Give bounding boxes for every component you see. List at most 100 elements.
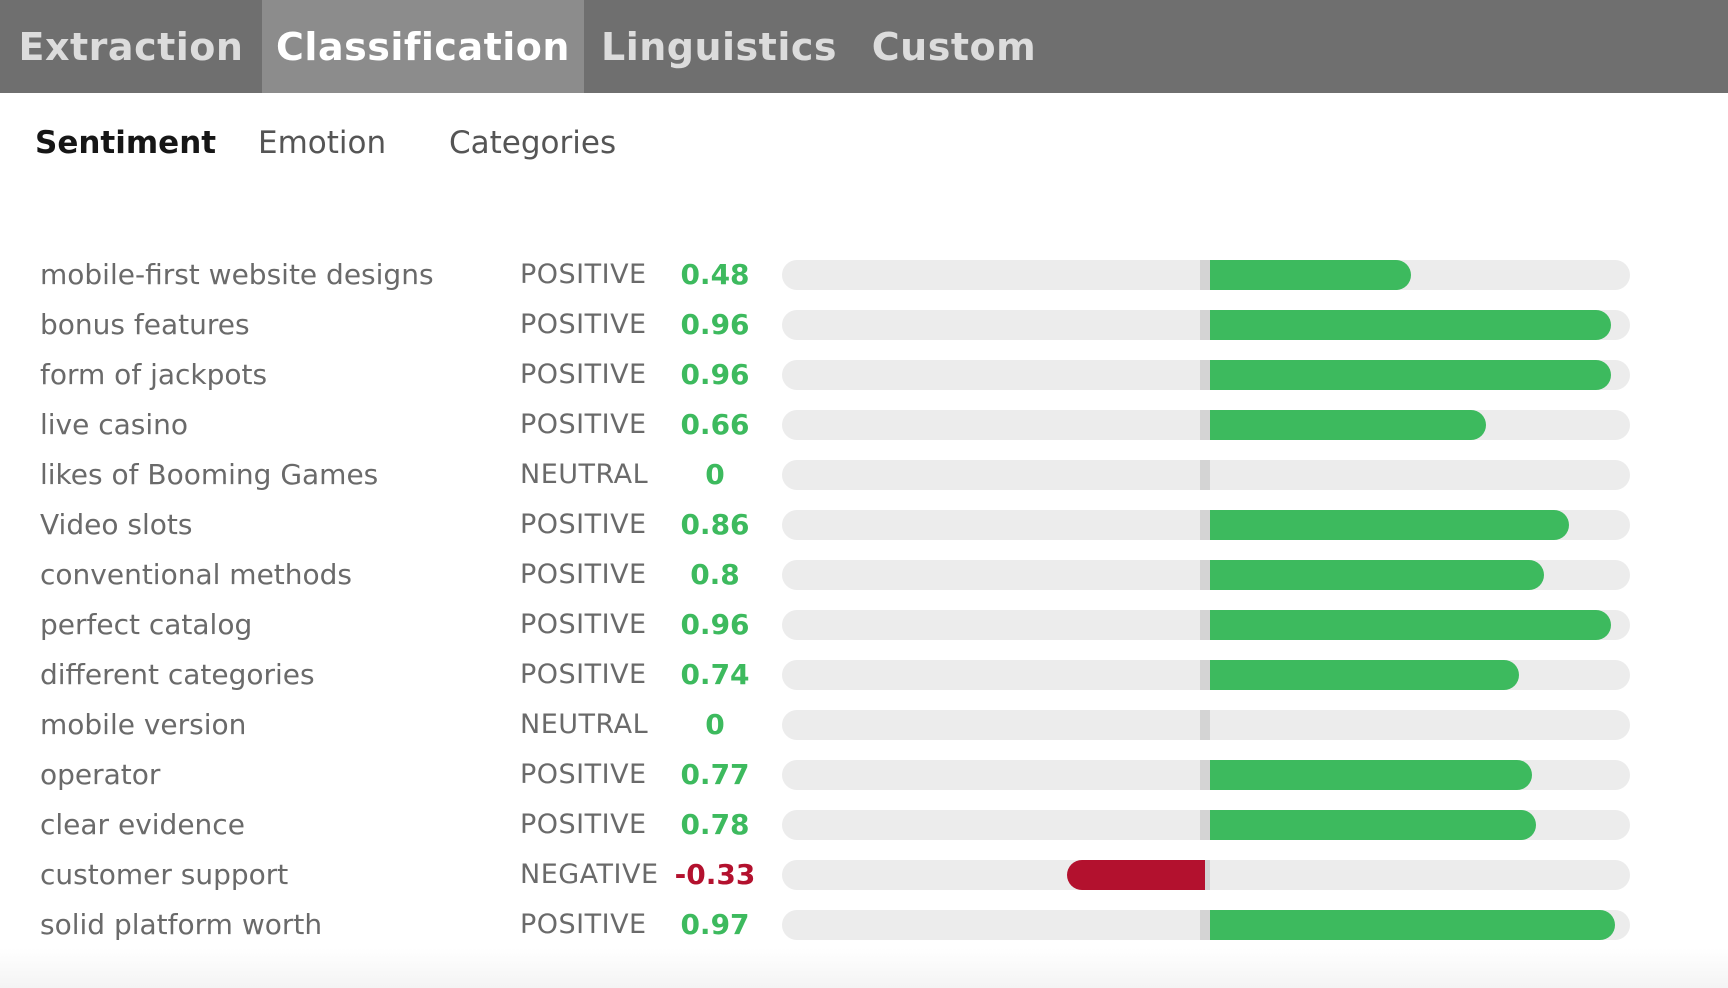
list-item: conventional methods POSITIVE 0.8 [0,550,1728,600]
sentiment-label: POSITIVE [520,759,647,790]
list-item: mobile version NEUTRAL 0 [0,700,1728,750]
bar-center-marker [1200,860,1210,890]
bar-center-marker [1200,360,1210,390]
sentiment-bar [782,410,1630,440]
bar-center-marker [1200,610,1210,640]
sentiment-bar [782,310,1630,340]
sentiment-label: POSITIVE [520,409,647,440]
tab-extraction[interactable]: Extraction [18,24,244,69]
sentiment-label: POSITIVE [520,809,647,840]
bar-center-marker [1200,460,1210,490]
entity-label: likes of Booming Games [40,458,379,491]
sentiment-score: 0.86 [680,508,750,541]
list-item: live casino POSITIVE 0.66 [0,400,1728,450]
positive-bar-fill [1210,610,1612,640]
positive-bar-fill [1210,810,1537,840]
sentiment-label: POSITIVE [520,909,647,940]
entity-label: live casino [40,408,189,441]
entity-label: different categories [40,658,315,691]
sentiment-score: 0.77 [680,758,750,791]
bar-center-marker [1200,760,1210,790]
subtab-categories[interactable]: Categories [449,125,617,161]
positive-bar-fill [1210,510,1570,540]
sentiment-score: -0.33 [674,858,756,891]
sentiment-bar [782,360,1630,390]
sentiment-bar [782,560,1630,590]
negative-bar-fill [1067,860,1205,890]
positive-bar-fill [1210,360,1612,390]
sentiment-score: 0.66 [680,408,750,441]
positive-bar-fill [1210,310,1612,340]
entity-label: perfect catalog [40,608,253,641]
sentiment-bar [782,660,1630,690]
sentiment-score: 0.96 [680,308,750,341]
sentiment-label: NEUTRAL [520,709,649,740]
entity-label: mobile-first website designs [40,258,434,291]
positive-bar-fill [1210,660,1520,690]
bar-center-marker [1200,910,1210,940]
sentiment-score: 0.97 [680,908,750,941]
entity-label: clear evidence [40,808,245,841]
sentiment-bar [782,910,1630,940]
bar-center-marker [1200,410,1210,440]
positive-bar-fill [1210,910,1616,940]
list-item: form of jackpots POSITIVE 0.96 [0,350,1728,400]
sentiment-score: 0.8 [690,558,740,591]
entity-label: conventional methods [40,558,353,591]
positive-bar-fill [1210,260,1411,290]
sentiment-label: POSITIVE [520,309,647,340]
sentiment-bar [782,810,1630,840]
sub-nav: Sentiment Emotion Categories [0,93,1728,193]
list-item: operator POSITIVE 0.77 [0,750,1728,800]
bottom-fade [0,948,1728,988]
tab-linguistics[interactable]: Linguistics [600,24,838,69]
sentiment-bar [782,460,1630,490]
sentiment-score: 0 [705,708,725,741]
bar-center-marker [1200,510,1210,540]
bar-center-marker [1200,560,1210,590]
subtab-emotion[interactable]: Emotion [258,125,387,161]
list-item: mobile-first website designs POSITIVE 0.48 [0,250,1728,300]
list-item: bonus features POSITIVE 0.96 [0,300,1728,350]
subtab-sentiment[interactable]: Sentiment [35,125,217,161]
sentiment-label: POSITIVE [520,659,647,690]
sentiment-bar [782,510,1630,540]
bar-center-marker [1200,660,1210,690]
list-item: different categories POSITIVE 0.74 [0,650,1728,700]
sentiment-label: POSITIVE [520,609,647,640]
sentiment-bar [782,610,1630,640]
positive-bar-fill [1210,560,1545,590]
sentiment-bar [782,710,1630,740]
sentiment-bar [782,260,1630,290]
list-item: likes of Booming Games NEUTRAL 0 [0,450,1728,500]
main-nav: Extraction Classification Linguistics Cu… [0,0,1728,93]
positive-bar-fill [1210,760,1532,790]
sentiment-score: 0 [705,458,725,491]
list-item: perfect catalog POSITIVE 0.96 [0,600,1728,650]
sentiment-label: NEGATIVE [520,859,659,890]
entity-label: operator [40,758,161,791]
bar-center-marker [1200,310,1210,340]
bar-center-marker [1200,710,1210,740]
tab-classification[interactable]: Classification [262,0,584,93]
sentiment-score: 0.48 [680,258,750,291]
sentiment-label: POSITIVE [520,259,647,290]
entity-label: Video slots [40,508,193,541]
entity-label: customer support [40,858,289,891]
sentiment-score: 0.74 [680,658,750,691]
list-item: clear evidence POSITIVE 0.78 [0,800,1728,850]
entity-label: form of jackpots [40,358,268,391]
sentiment-score: 0.96 [680,358,750,391]
sentiment-label: NEUTRAL [520,459,649,490]
list-item: solid platform worth POSITIVE 0.97 [0,900,1728,950]
entity-label: bonus features [40,308,250,341]
sentiment-label: POSITIVE [520,559,647,590]
bar-center-marker [1200,810,1210,840]
sentiment-score: 0.96 [680,608,750,641]
bar-center-marker [1200,260,1210,290]
sentiment-bar [782,760,1630,790]
sentiment-bar [782,860,1630,890]
entity-label: solid platform worth [40,908,323,941]
tab-custom[interactable]: Custom [871,24,1037,69]
entity-label: mobile version [40,708,247,741]
